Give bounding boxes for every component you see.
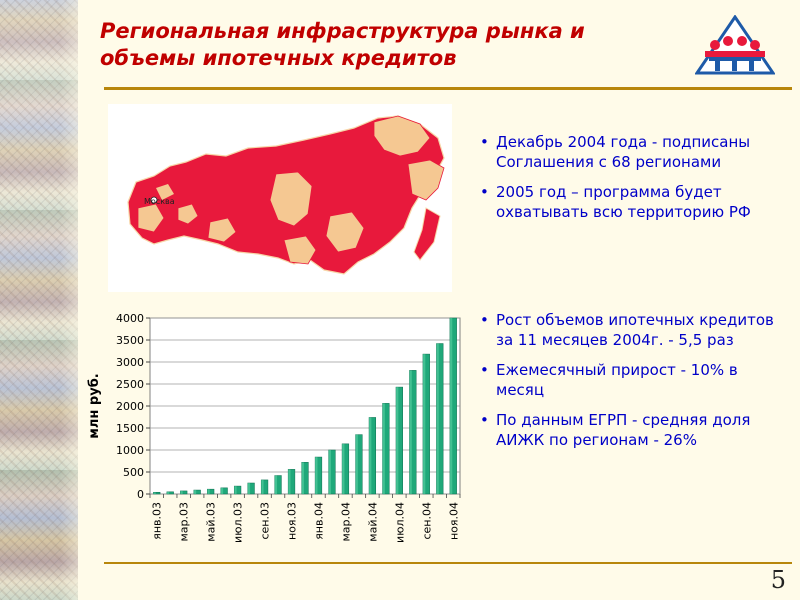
x-tick-label: янв.03	[151, 502, 164, 540]
slide-title: Региональная инфраструктура рынка и объе…	[100, 18, 660, 72]
map-label-moscow: Москва	[144, 197, 175, 206]
x-tick-label: май.03	[205, 502, 218, 542]
russia-regions-map: Москва	[108, 104, 452, 292]
bullet-text: По данным ЕГРП - средняя доля АИЖК по ре…	[496, 411, 751, 449]
bar-highlight	[261, 479, 264, 494]
bar-highlight	[153, 492, 156, 494]
bar-highlight	[382, 403, 385, 494]
y-tick-label: 1500	[116, 422, 144, 435]
bar-highlight	[247, 483, 251, 494]
bullet-item: • Рост объемов ипотечных кредитов за 11 …	[480, 310, 780, 350]
bullet-dot: •	[480, 411, 489, 429]
x-tick-label: май.04	[366, 502, 379, 542]
y-tick-label: 2500	[116, 378, 144, 391]
bar-highlight	[436, 343, 439, 494]
x-tick-label: июл.04	[393, 502, 406, 543]
bullet-dot: •	[480, 133, 489, 151]
bullet-text: Рост объемов ипотечных кредитов за 11 ме…	[496, 311, 774, 349]
x-tick-label: мар.04	[339, 502, 352, 542]
bullets-regions: • Декабрь 2004 года - подписаны Соглашен…	[480, 132, 780, 232]
slide-title-line2: объемы ипотечных кредитов	[100, 46, 457, 70]
bar-highlight	[369, 417, 372, 494]
bar-highlight	[207, 489, 210, 494]
y-tick-label: 3500	[116, 334, 144, 347]
bullet-item: • Декабрь 2004 года - подписаны Соглашен…	[480, 132, 780, 172]
x-tick-label: ноя.03	[286, 502, 299, 540]
y-tick-label: 1000	[116, 444, 144, 457]
footer-divider	[104, 562, 792, 564]
page-number: 5	[770, 566, 786, 594]
bar-highlight	[355, 434, 358, 494]
y-tick-label: 500	[123, 466, 144, 479]
bullet-item: • По данным ЕГРП - средняя доля АИЖК по …	[480, 410, 780, 450]
y-axis-label: млн руб.	[87, 373, 102, 438]
map-graphic: Москва	[127, 115, 445, 275]
bar-highlight	[274, 475, 278, 494]
bar-highlight	[166, 491, 170, 494]
x-tick-label: мар.03	[178, 502, 191, 542]
ahml-logo-icon	[695, 15, 775, 75]
bar-highlight	[422, 354, 426, 494]
bullet-text: Ежемесячный прирост - 10% в месяц	[496, 361, 738, 399]
x-tick-label: июл.03	[232, 502, 245, 543]
bar-highlight	[328, 450, 331, 494]
bar-highlight	[301, 462, 304, 494]
x-tick-label: сен.04	[420, 502, 433, 540]
bar-highlight	[288, 469, 291, 494]
bar-highlight	[315, 457, 318, 494]
y-tick-label: 2000	[116, 400, 144, 413]
mortgage-volume-chart: 0 500 1000 1500 2000 2500 3000 3500 4000 янв.03 ма…	[87, 312, 461, 543]
bullets-mortgage-growth: • Рост объемов ипотечных кредитов за 11 …	[480, 310, 780, 460]
decoration-fade	[60, 0, 100, 600]
bullet-dot: •	[480, 361, 489, 379]
bar	[180, 490, 188, 495]
title-divider	[104, 87, 792, 90]
bar-highlight	[342, 443, 345, 494]
bar-highlight	[395, 387, 399, 494]
x-tick-label: янв.04	[312, 502, 325, 540]
bar-highlight	[220, 487, 224, 494]
bar-highlight	[234, 486, 237, 494]
bullet-text: 2005 год – программа будет охватывать вс…	[496, 183, 751, 221]
x-tick-label: ноя.04	[447, 502, 460, 540]
y-tick-label: 0	[137, 488, 144, 501]
bar-highlight	[449, 318, 453, 494]
bullet-text: Декабрь 2004 года - подписаны Соглашения…	[496, 133, 751, 171]
bullet-dot: •	[480, 183, 489, 201]
slide-title-line1: Региональная инфраструктура рынка и	[100, 19, 585, 43]
bullet-item: • 2005 год – программа будет охватывать …	[480, 182, 780, 222]
bar-highlight	[180, 490, 183, 494]
bullet-dot: •	[480, 311, 489, 329]
x-tick-label: сен.03	[259, 502, 272, 540]
y-tick-label: 4000	[116, 312, 144, 325]
bar	[287, 469, 296, 495]
bullet-item: • Ежемесячный прирост - 10% в месяц	[480, 360, 780, 400]
bar-highlight	[409, 370, 412, 494]
y-tick-label: 3000	[116, 356, 144, 369]
bar-highlight	[193, 490, 197, 494]
